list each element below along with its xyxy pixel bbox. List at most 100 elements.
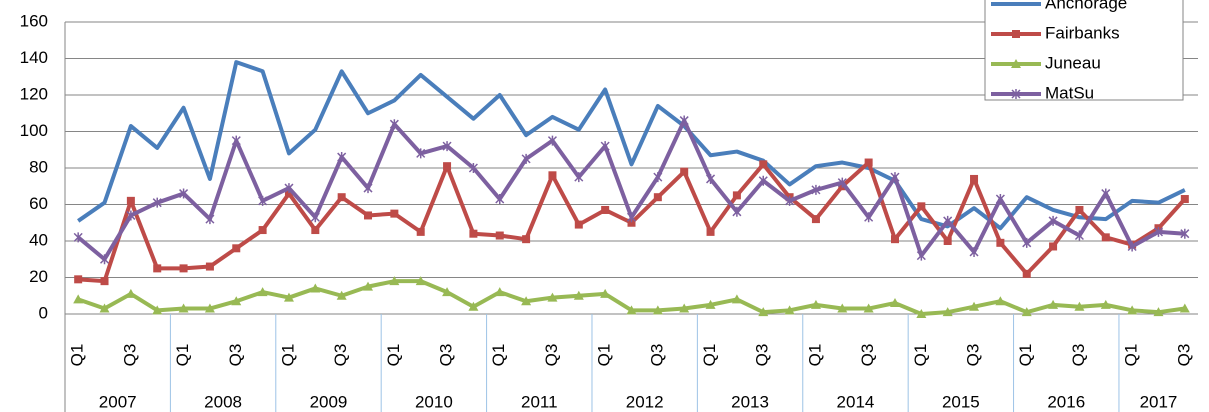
year-label: 2009 bbox=[310, 392, 348, 411]
marker bbox=[626, 212, 637, 223]
x-tick-label: Q1 bbox=[911, 344, 930, 367]
x-tick-label: Q3 bbox=[964, 344, 983, 367]
marker bbox=[890, 172, 900, 183]
marker bbox=[1180, 228, 1190, 239]
marker bbox=[1021, 307, 1032, 317]
series-line bbox=[76, 118, 1185, 262]
x-tick-label: Q1 bbox=[1122, 344, 1141, 367]
marker bbox=[469, 229, 478, 238]
marker bbox=[178, 303, 189, 313]
marker bbox=[1022, 237, 1032, 248]
marker bbox=[1127, 241, 1137, 252]
marker bbox=[837, 303, 848, 313]
y-tick-label: 60 bbox=[29, 194, 48, 213]
marker bbox=[943, 215, 953, 226]
marker bbox=[916, 250, 926, 261]
marker bbox=[494, 287, 505, 297]
y-tick-label: 0 bbox=[39, 303, 48, 322]
marker bbox=[495, 231, 504, 240]
marker bbox=[679, 115, 689, 126]
marker bbox=[389, 119, 399, 130]
marker bbox=[705, 299, 716, 309]
marker bbox=[337, 193, 346, 202]
marker bbox=[706, 173, 716, 184]
marker bbox=[758, 175, 768, 186]
marker bbox=[179, 188, 189, 199]
y-tick-label: 120 bbox=[20, 84, 48, 103]
marker bbox=[600, 141, 610, 152]
marker bbox=[232, 244, 241, 253]
legend-label: MatSu bbox=[1045, 83, 1094, 102]
marker bbox=[1101, 188, 1111, 199]
marker bbox=[495, 194, 505, 205]
marker bbox=[415, 276, 426, 286]
marker bbox=[942, 307, 953, 317]
marker bbox=[521, 296, 532, 306]
year-label: 2016 bbox=[1047, 392, 1085, 411]
y-tick-label: 140 bbox=[20, 48, 48, 67]
marker bbox=[574, 172, 584, 183]
marker bbox=[231, 135, 241, 146]
legend-label: Fairbanks bbox=[1045, 23, 1120, 42]
marker bbox=[179, 264, 188, 273]
marker bbox=[574, 220, 583, 229]
marker bbox=[732, 206, 742, 217]
marker bbox=[995, 296, 1006, 306]
marker bbox=[864, 158, 873, 167]
series-line bbox=[77, 60, 1186, 231]
marker bbox=[73, 294, 84, 304]
x-tick-label: Q1 bbox=[489, 344, 508, 367]
marker bbox=[1153, 226, 1164, 237]
y-tick-label: 160 bbox=[20, 11, 48, 30]
marker bbox=[125, 288, 136, 298]
marker bbox=[785, 195, 795, 206]
marker bbox=[679, 303, 690, 313]
marker bbox=[390, 209, 399, 218]
year-label: 2011 bbox=[521, 392, 558, 411]
x-tick-label: Q3 bbox=[437, 344, 456, 367]
y-tick-label: 100 bbox=[20, 121, 48, 140]
marker bbox=[573, 290, 584, 300]
marker bbox=[943, 237, 952, 245]
marker bbox=[310, 283, 321, 293]
marker bbox=[600, 288, 611, 298]
marker bbox=[811, 184, 821, 195]
marker bbox=[443, 162, 452, 171]
marker bbox=[205, 214, 215, 225]
marker bbox=[310, 212, 320, 223]
marker bbox=[311, 226, 320, 235]
year-label: 2013 bbox=[731, 392, 769, 411]
marker bbox=[837, 177, 847, 188]
marker bbox=[257, 287, 268, 297]
marker bbox=[337, 152, 347, 163]
marker bbox=[363, 281, 374, 291]
x-tick-label: Q3 bbox=[647, 344, 666, 367]
marker bbox=[1074, 230, 1084, 241]
marker bbox=[284, 183, 294, 194]
marker bbox=[1100, 299, 1111, 309]
marker bbox=[653, 193, 662, 202]
marker bbox=[548, 171, 557, 180]
marker bbox=[917, 202, 926, 211]
marker bbox=[389, 276, 400, 286]
marker bbox=[1075, 205, 1084, 214]
marker bbox=[416, 148, 426, 159]
y-tick-label: 20 bbox=[29, 267, 48, 286]
x-tick-label: Q1 bbox=[278, 344, 297, 367]
marker bbox=[547, 292, 558, 302]
marker bbox=[283, 292, 294, 302]
marker bbox=[522, 235, 531, 244]
marker bbox=[652, 305, 663, 315]
marker bbox=[784, 305, 795, 315]
marker bbox=[231, 296, 242, 306]
marker bbox=[1048, 299, 1059, 309]
legend-box bbox=[984, 0, 1184, 101]
marker bbox=[99, 254, 110, 265]
x-tick-label: Q3 bbox=[1174, 344, 1193, 367]
marker bbox=[126, 210, 136, 221]
marker bbox=[258, 226, 267, 235]
x-tick-label: Q1 bbox=[173, 344, 192, 367]
x-tick-label: Q3 bbox=[753, 344, 772, 367]
marker bbox=[758, 307, 769, 317]
